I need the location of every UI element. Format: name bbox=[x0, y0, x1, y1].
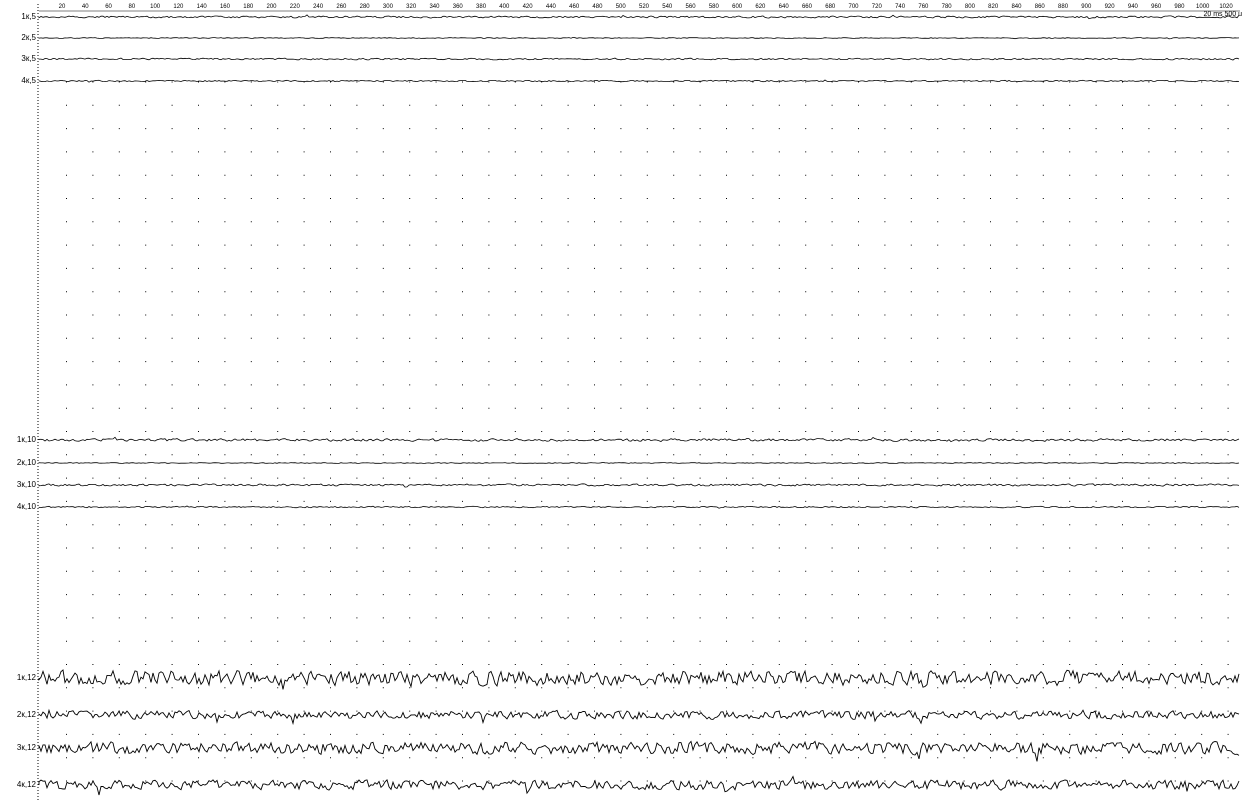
ruler-tick-label: 960 bbox=[1151, 4, 1162, 10]
ruler-tick-label: 540 bbox=[662, 4, 673, 10]
ruler-tick-label: 140 bbox=[196, 4, 207, 10]
ruler-tick-label: 220 bbox=[289, 4, 300, 10]
ruler-tick-label: 480 bbox=[592, 4, 603, 10]
ruler-tick-label: 640 bbox=[778, 4, 789, 10]
channel-trace bbox=[38, 57, 1240, 61]
ruler-tick-label: 400 bbox=[499, 4, 510, 10]
ruler-tick-label: 860 bbox=[1034, 4, 1045, 10]
channel-label: 3к,10 bbox=[16, 480, 36, 489]
ruler-tick-label: 880 bbox=[1058, 4, 1069, 10]
ruler-tick-label: 980 bbox=[1174, 4, 1185, 10]
channel-trace bbox=[38, 708, 1240, 726]
scale-label: 20 ms 500 u bbox=[1203, 11, 1242, 18]
ruler-tick-label: 280 bbox=[359, 4, 370, 10]
ruler-tick-label: 800 bbox=[964, 4, 975, 10]
channel-trace bbox=[38, 461, 1240, 465]
channel-trace bbox=[38, 79, 1240, 83]
ruler-tick-label: 820 bbox=[988, 4, 999, 10]
channel-trace bbox=[38, 36, 1240, 40]
ruler-tick-label: 760 bbox=[918, 4, 929, 10]
ruler-tick-label: 520 bbox=[638, 4, 650, 10]
ruler-tick-label: 180 bbox=[243, 4, 254, 10]
ruler-tick-label: 40 bbox=[81, 4, 89, 10]
channel-label: 3к,5 bbox=[21, 54, 36, 63]
ruler-tick-label: 460 bbox=[569, 4, 580, 10]
ruler-tick-label: 780 bbox=[941, 4, 952, 10]
ruler-tick-label: 580 bbox=[708, 4, 719, 10]
ruler-tick-label: 420 bbox=[522, 4, 533, 10]
ruler-tick-label: 360 bbox=[452, 4, 463, 10]
ruler-tick-label: 80 bbox=[128, 4, 136, 10]
ruler-tick-label: 20 bbox=[58, 4, 66, 10]
ruler-tick-label: 1020 bbox=[1219, 4, 1233, 10]
channel-label: 1к,5 bbox=[21, 12, 36, 21]
ruler-tick-label: 120 bbox=[173, 4, 184, 10]
ruler-tick-label: 160 bbox=[219, 4, 230, 10]
channel-trace bbox=[38, 436, 1240, 443]
ruler-tick-label: 380 bbox=[476, 4, 487, 10]
ruler-tick-label: 260 bbox=[336, 4, 347, 10]
channel-trace bbox=[38, 14, 1240, 20]
ruler-tick-label: 600 bbox=[732, 4, 743, 10]
ruler-tick-label: 740 bbox=[895, 4, 906, 10]
ruler-tick-label: 840 bbox=[1011, 4, 1022, 10]
ruler-tick-label: 300 bbox=[382, 4, 393, 10]
ruler-tick-label: 200 bbox=[266, 4, 277, 10]
channel-label: 1к,10 bbox=[16, 435, 36, 444]
ruler-tick-label: 720 bbox=[871, 4, 882, 10]
channel-trace bbox=[38, 669, 1240, 690]
channel-label: 2к,10 bbox=[16, 458, 36, 467]
channel-label: 1к,12 bbox=[16, 673, 36, 682]
channel-label: 2к,5 bbox=[21, 33, 36, 42]
channel-label: 4к,12 bbox=[16, 780, 36, 789]
ruler-tick-label: 700 bbox=[848, 4, 859, 10]
ruler-tick-label: 920 bbox=[1104, 4, 1115, 10]
ruler-tick-label: 340 bbox=[429, 4, 440, 10]
ruler-tick-label: 440 bbox=[545, 4, 556, 10]
ruler-tick-label: 940 bbox=[1127, 4, 1138, 10]
channel-trace bbox=[38, 483, 1240, 488]
ruler-tick-label: 100 bbox=[150, 4, 161, 10]
grid-dots bbox=[66, 81, 1229, 782]
ruler-tick-label: 560 bbox=[685, 4, 696, 10]
channel-trace bbox=[38, 740, 1240, 762]
ruler-tick-label: 680 bbox=[825, 4, 836, 10]
ruler-tick-label: 900 bbox=[1081, 4, 1092, 10]
ruler-tick-label: 320 bbox=[406, 4, 417, 10]
ruler-tick-label: 60 bbox=[105, 4, 112, 10]
dot-grid bbox=[66, 81, 1229, 782]
channel-trace bbox=[38, 505, 1240, 509]
ruler-tick-label: 660 bbox=[801, 4, 812, 10]
ruler-tick-label: 620 bbox=[755, 4, 766, 10]
ruler-tick-label: 500 bbox=[615, 4, 626, 10]
channel-trace bbox=[38, 775, 1240, 796]
channel-label: 4к,5 bbox=[21, 76, 36, 85]
channel-label: 3к,12 bbox=[16, 743, 36, 752]
ruler-tick-label: 1000 bbox=[1196, 4, 1210, 10]
channel-label: 2к,12 bbox=[16, 710, 36, 719]
channel-label: 4к,10 bbox=[16, 502, 36, 511]
ruler-tick-label: 240 bbox=[313, 4, 324, 10]
